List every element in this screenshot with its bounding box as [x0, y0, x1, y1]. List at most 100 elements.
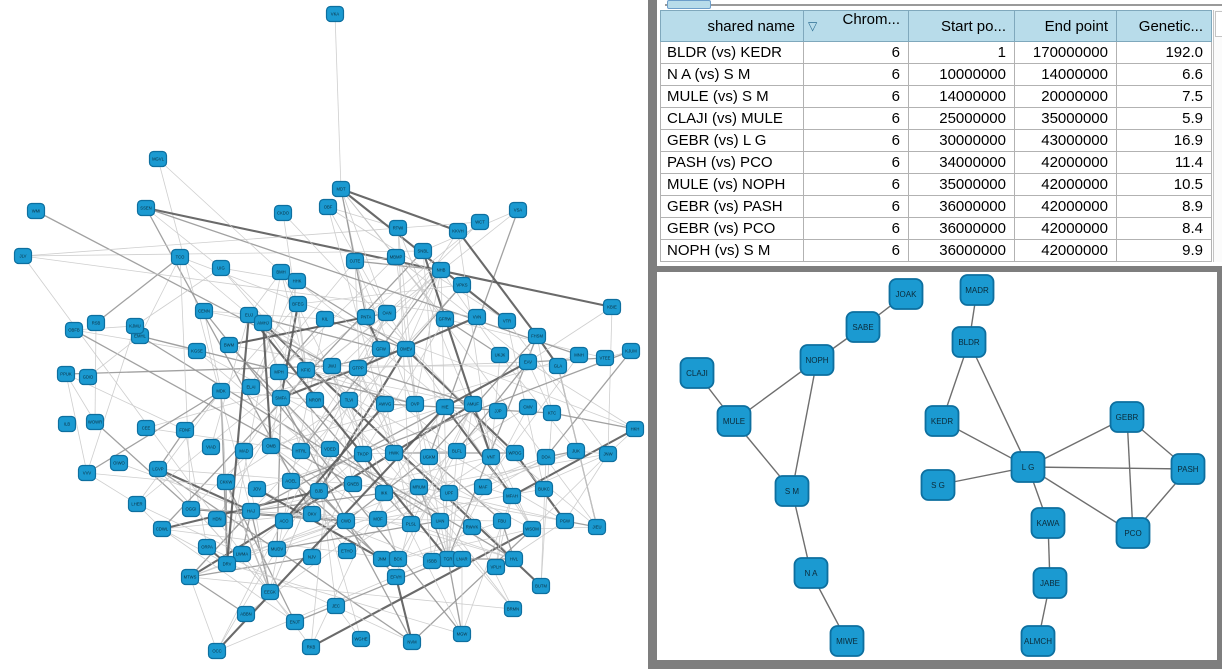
network-node[interactable]: MAD: [234, 442, 254, 460]
network-node[interactable]: AMHJ: [253, 314, 273, 332]
shared-name-cell[interactable]: GEBR (vs) L G: [660, 129, 804, 152]
value-cell[interactable]: 6: [803, 41, 909, 64]
network-node[interactable]: CEE: [136, 419, 156, 437]
network-node[interactable]: UKJK: [490, 346, 510, 364]
network-node[interactable]: SNBL: [413, 242, 433, 260]
network-node[interactable]: MDK: [211, 382, 231, 400]
network-node[interactable]: WSOM: [522, 520, 542, 538]
table-row[interactable]: GEBR (vs) L G 6 30000000 43000000 16.9: [660, 129, 1212, 152]
network-node[interactable]: VIAD: [201, 438, 221, 456]
network-node[interactable]: MOF: [368, 510, 388, 528]
network-node[interactable]: JNW: [598, 445, 618, 463]
value-cell[interactable]: 9.9: [1116, 239, 1212, 262]
network-node[interactable]: LNAR: [452, 550, 472, 568]
value-cell[interactable]: 14000000: [1014, 63, 1117, 86]
shared-name-cell[interactable]: MULE (vs) S M: [660, 85, 804, 108]
network-node[interactable]: GNEB: [343, 475, 363, 493]
network-node[interactable]: JWJ: [322, 357, 342, 375]
network-node[interactable]: BMH: [271, 263, 291, 281]
network-node[interactable]: WMI: [26, 202, 46, 220]
value-cell[interactable]: 6: [803, 107, 909, 130]
network-node[interactable]: FBU: [492, 512, 512, 530]
network-node[interactable]: ALMCH: [1020, 625, 1056, 657]
network-node[interactable]: CLAJI: [679, 357, 715, 389]
network-node[interactable]: MUDV: [267, 540, 287, 558]
genetics-table[interactable]: shared name ▽ Chrom... Start po... End point…: [660, 10, 1212, 262]
network-node[interactable]: GLA: [548, 357, 568, 375]
network-node[interactable]: WPDG: [505, 444, 525, 462]
network-node[interactable]: MFAH: [502, 487, 522, 505]
network-node[interactable]: FHSM: [527, 327, 547, 345]
value-cell[interactable]: 42000000: [1014, 217, 1117, 240]
network-node[interactable]: RWVK: [462, 518, 482, 536]
overview-network-canvas[interactable]: VKA MGVL WMI SSEN CKDO MDT OBF RTWI KKVH WCT VSA KB…: [0, 0, 648, 669]
shared-name-cell[interactable]: BLDR (vs) KEDR: [660, 41, 804, 64]
network-node[interactable]: TKOP: [353, 445, 373, 463]
network-node[interactable]: OKV: [302, 505, 322, 523]
network-node[interactable]: ILB: [57, 415, 77, 433]
shared-name-cell[interactable]: NOPH (vs) S M: [660, 239, 804, 262]
network-node[interactable]: UPF: [439, 484, 459, 502]
network-node[interactable]: JOAK: [888, 278, 924, 310]
value-cell[interactable]: 42000000: [1014, 195, 1117, 218]
network-node[interactable]: PASH: [1170, 453, 1206, 485]
network-node[interactable]: OCC: [207, 642, 227, 660]
network-node[interactable]: CMV: [518, 398, 538, 416]
network-node[interactable]: PGW: [555, 512, 575, 530]
network-node[interactable]: JLV: [13, 247, 33, 265]
network-node[interactable]: VSA: [508, 201, 528, 219]
network-node[interactable]: NJV: [302, 548, 322, 566]
network-node[interactable]: JIEU: [587, 518, 607, 536]
network-node[interactable]: HKH: [625, 420, 645, 438]
network-node[interactable]: MAF: [473, 478, 493, 496]
value-cell[interactable]: 170000000: [1014, 41, 1117, 64]
network-node[interactable]: OGGI: [181, 500, 201, 518]
network-node[interactable]: KJMU: [125, 317, 145, 335]
network-node[interactable]: HHK: [287, 272, 307, 290]
value-cell[interactable]: 8.4: [1116, 217, 1212, 240]
network-node[interactable]: BJB: [309, 482, 329, 500]
network-node[interactable]: WOWR: [85, 413, 105, 431]
comparison-network-svg[interactable]: JOAK SABE NOPH CLAJI MULE S M N A MIWE MADR BLDR K…: [657, 272, 1217, 660]
value-cell[interactable]: 20000000: [1014, 85, 1117, 108]
value-cell[interactable]: 36000000: [908, 217, 1015, 240]
shared-name-cell[interactable]: CLAJI (vs) MULE: [660, 107, 804, 130]
network-node[interactable]: FDNF: [175, 421, 195, 439]
network-node[interactable]: BFEG: [288, 295, 308, 313]
network-node[interactable]: HIE: [435, 398, 455, 416]
network-node[interactable]: ORPA: [197, 538, 217, 556]
network-node[interactable]: ACO: [274, 512, 294, 530]
network-node[interactable]: JJP: [488, 402, 508, 420]
table-header-cell[interactable]: Genetic...: [1116, 10, 1212, 42]
network-node[interactable]: GDID: [78, 368, 98, 386]
network-node[interactable]: HAJ: [241, 502, 261, 520]
network-node[interactable]: ENJT: [285, 613, 305, 631]
network-node[interactable]: HDN: [207, 510, 227, 528]
value-cell[interactable]: 42000000: [1014, 173, 1117, 196]
network-node[interactable]: VVV: [77, 464, 97, 482]
value-cell[interactable]: 35000000: [1014, 107, 1117, 130]
network-node[interactable]: RKB: [301, 638, 321, 656]
panel-divider[interactable]: [648, 0, 657, 669]
network-node[interactable]: MGVL: [148, 150, 168, 168]
value-cell[interactable]: 7.5: [1116, 85, 1212, 108]
network-node[interactable]: VPLH: [486, 558, 506, 576]
network-node[interactable]: VVN: [467, 308, 487, 326]
network-node[interactable]: ISBB: [422, 552, 442, 570]
value-cell[interactable]: 43000000: [1014, 129, 1117, 152]
network-node[interactable]: GFRW: [435, 310, 455, 328]
network-node[interactable]: GTPP: [348, 359, 368, 377]
network-node[interactable]: JUK: [566, 442, 586, 460]
network-node[interactable]: KIL: [315, 310, 335, 328]
table-row[interactable]: N A (vs) S M 6 10000000 14000000 6.6: [660, 63, 1212, 86]
network-node[interactable]: OAN: [377, 304, 397, 322]
network-node[interactable]: BRMN: [503, 600, 523, 618]
table-header-cell[interactable]: ▽ Chrom...: [803, 10, 909, 42]
network-node[interactable]: JNM: [372, 550, 392, 568]
network-node[interactable]: OBF: [318, 198, 338, 216]
overview-network-svg[interactable]: VKA MGVL WMI SSEN CKDO MDT OBF RTWI KKVH WCT VSA KB…: [0, 0, 648, 669]
network-node[interactable]: OIWO: [109, 454, 129, 472]
table-row[interactable]: GEBR (vs) PCO 6 36000000 42000000 8.4: [660, 217, 1212, 240]
network-node[interactable]: LHER: [127, 495, 147, 513]
table-row[interactable]: CLAJI (vs) MULE 6 25000000 35000000 5.9: [660, 107, 1212, 130]
